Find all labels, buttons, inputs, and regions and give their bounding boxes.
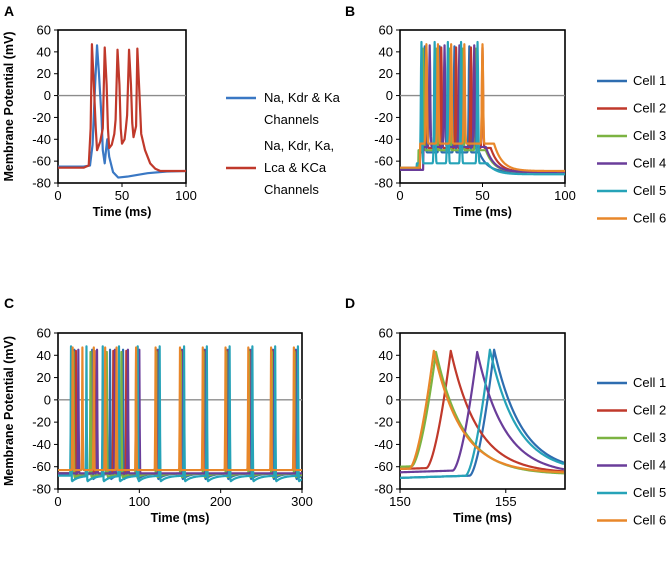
y-tick-label: -80 <box>374 176 393 191</box>
series-line-cell-6 <box>400 349 564 474</box>
panel-c: C -80 -60 -40 -20 0 20 40 60 0 100 200 300 Time (ms) M… <box>2 295 313 525</box>
y-tick-label: 0 <box>386 88 393 103</box>
x-tick-label: 0 <box>54 188 61 203</box>
x-tick-label: 50 <box>475 188 489 203</box>
legend: Cell 1 Cell 2 Cell 3 Cell 4 Cell 5 Cell 6 <box>597 73 666 226</box>
y-tick-label: -60 <box>32 154 51 169</box>
y-tick-label: -80 <box>32 176 51 191</box>
y-tick-label: -40 <box>374 132 393 147</box>
x-tick-label: 300 <box>291 494 313 509</box>
legend-label: Cell 2 <box>633 101 666 116</box>
y-tick-label: 20 <box>37 66 51 81</box>
y-tick-label: 40 <box>379 44 393 59</box>
panel-letter: B <box>345 3 355 19</box>
series-line-cell-6 <box>58 346 302 472</box>
y-tick-label: 40 <box>37 44 51 59</box>
y-tick-label: 40 <box>379 348 393 363</box>
legend-label: Cell 6 <box>633 211 666 226</box>
y-tick-label: 60 <box>379 326 393 341</box>
legend-label: Cell 1 <box>633 73 666 88</box>
y-tick-label: -40 <box>32 132 51 147</box>
series-line-cell-4 <box>58 348 302 475</box>
y-tick-label: -20 <box>32 415 51 430</box>
y-tick-label: 40 <box>37 348 51 363</box>
panel-letter: A <box>4 3 14 19</box>
y-tick-label: -40 <box>374 437 393 452</box>
y-tick-label: 0 <box>386 392 393 407</box>
y-tick-label: 20 <box>379 66 393 81</box>
legend: Cell 1 Cell 2 Cell 3 Cell 4 Cell 5 Cell 6 <box>597 375 666 528</box>
y-tick-label: -80 <box>374 482 393 497</box>
x-tick-label: 100 <box>128 494 150 509</box>
y-tick-label: 60 <box>37 326 51 341</box>
legend-label: Cell 3 <box>633 128 666 143</box>
legend-label: Channels <box>264 182 319 197</box>
legend-label: Channels <box>264 112 319 127</box>
series-line-cell-6 <box>400 43 565 173</box>
legend-label: Na, Kdr, Ka, <box>264 138 334 153</box>
x-axis-title: Time (ms) <box>151 511 210 525</box>
y-axis-title: Membrane Potential (mV) <box>2 336 16 486</box>
y-tick-label: -20 <box>374 110 393 125</box>
legend-label: Lca & KCa <box>264 160 327 175</box>
y-tick-label: -60 <box>374 154 393 169</box>
y-tick-label: -40 <box>32 437 51 452</box>
series-line-cell-4 <box>400 44 565 174</box>
y-tick-label: 60 <box>379 23 393 38</box>
legend-label: Na, Kdr & Ka <box>264 90 341 105</box>
y-tick-label: 60 <box>37 23 51 38</box>
series-line-cell-5 <box>400 40 565 176</box>
series-line-cell-4 <box>400 350 565 474</box>
x-axis-title: Time (ms) <box>93 205 152 219</box>
y-tick-label: -20 <box>374 415 393 430</box>
legend-label: Cell 1 <box>633 375 666 390</box>
series-line-na-kdr-ka-lca-kca-channels <box>58 43 186 173</box>
y-axis-title: Membrane Potential (mV) <box>2 31 16 181</box>
series-line-na-kdr-ka-channels <box>58 44 186 179</box>
x-tick-label: 200 <box>210 494 232 509</box>
plot-area <box>400 348 565 479</box>
legend-label: Cell 6 <box>633 513 666 528</box>
legend-label: Cell 4 <box>633 458 666 473</box>
x-tick-label: 50 <box>115 188 129 203</box>
series-line-cell-2 <box>400 349 565 473</box>
panel-a: A -80 -60 -40 -20 0 20 40 60 0 50 100 Time (ms) Membr… <box>2 3 341 219</box>
y-tick-label: 20 <box>37 370 51 385</box>
y-tick-label: -60 <box>32 459 51 474</box>
x-axis-title: Time (ms) <box>453 511 512 525</box>
x-tick-label: 150 <box>389 494 411 509</box>
plot-area <box>400 40 565 176</box>
series-line-cell-5 <box>58 345 302 483</box>
plot-area <box>58 43 186 179</box>
legend-label: Cell 3 <box>633 430 666 445</box>
y-tick-label: -20 <box>32 110 51 125</box>
y-tick-label: 20 <box>379 370 393 385</box>
x-tick-label: 0 <box>396 188 403 203</box>
panel-d: D -80 -60 -40 -20 0 20 40 60 150 155 Time (ms) Cell … <box>345 295 666 528</box>
y-tick-label: 0 <box>44 88 51 103</box>
panel-letter: D <box>345 295 355 311</box>
legend-label: Cell 5 <box>633 485 666 500</box>
y-tick-label: -80 <box>32 482 51 497</box>
legend-label: Cell 4 <box>633 156 666 171</box>
legend-label: Cell 5 <box>633 183 666 198</box>
legend-label: Cell 2 <box>633 403 666 418</box>
x-axis-title: Time (ms) <box>453 205 512 219</box>
x-tick-label: 155 <box>495 494 517 509</box>
series-line-cell-5 <box>400 348 565 479</box>
y-tick-label: -60 <box>374 459 393 474</box>
plot-frame <box>57 29 187 184</box>
x-tick-label: 0 <box>54 494 61 509</box>
legend: Na, Kdr & Ka Channels Na, Kdr, Ka, Lca & KC… <box>226 90 341 197</box>
panel-letter: C <box>4 295 14 311</box>
plot-area <box>58 345 302 483</box>
panel-b: B -80 -60 -40 -20 0 20 40 60 0 50 100 Time (ms) Cell … <box>345 3 666 226</box>
x-tick-label: 100 <box>554 188 576 203</box>
x-tick-label: 100 <box>175 188 197 203</box>
y-tick-label: 0 <box>44 392 51 407</box>
